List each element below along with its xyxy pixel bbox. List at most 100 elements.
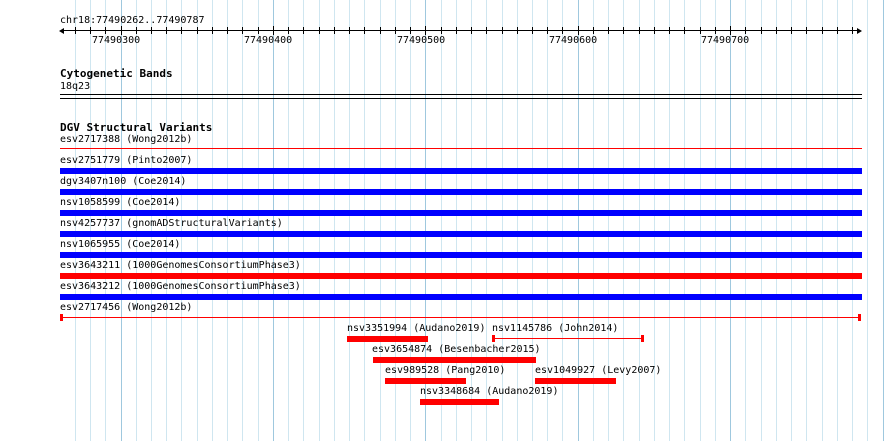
ruler-tick-label: 77490600 [549, 35, 598, 46]
gridline [745, 0, 746, 441]
gridline [75, 0, 76, 441]
gridline [517, 0, 518, 441]
ruler-tick [471, 27, 472, 34]
variant-label[interactable]: dgv3407n100 (Coe2014) [60, 176, 187, 187]
gridline [441, 0, 442, 441]
ruler-tick [745, 27, 746, 34]
variant-bar[interactable] [60, 273, 862, 279]
ruler-tick [639, 27, 640, 34]
gridline [547, 0, 548, 441]
ruler-tick [486, 27, 487, 34]
cytobands-track-title[interactable]: Cytogenetic Bands [60, 67, 173, 80]
ruler-tick [761, 27, 762, 34]
gridline [684, 0, 685, 441]
ruler-tick [410, 27, 411, 34]
ruler-tick [578, 26, 579, 35]
ruler-tick [669, 27, 670, 34]
variant-endcap [492, 335, 495, 342]
ruler-tick [105, 27, 106, 34]
gridline [867, 0, 868, 441]
gridline [227, 0, 228, 441]
ruler-tick [212, 27, 213, 34]
gridline [425, 0, 426, 441]
variant-label[interactable]: esv2751779 (Pinto2007) [60, 155, 193, 166]
variant-label[interactable]: nsv3348684 (Audano2019) [420, 386, 559, 397]
variant-label[interactable]: esv3643212 (1000GenomesConsortiumPhase3) [60, 281, 301, 292]
gridline [273, 0, 274, 441]
ruler-tick [700, 27, 701, 34]
variant-bar[interactable] [535, 378, 616, 384]
variant-label[interactable]: nsv1058599 (Coe2014) [60, 197, 181, 208]
gridline [410, 0, 411, 441]
variant-line[interactable] [61, 317, 860, 318]
variant-line[interactable] [60, 148, 862, 149]
variant-bar[interactable] [385, 378, 466, 384]
variant-bar[interactable] [60, 294, 862, 300]
variant-line[interactable] [493, 338, 643, 339]
ruler-left-arrow-icon[interactable] [59, 28, 64, 34]
ruler-tick [273, 26, 274, 35]
gridline [105, 0, 106, 441]
ruler-tick-label: 77490400 [244, 35, 293, 46]
ruler-tick [242, 27, 243, 34]
ruler-tick [364, 27, 365, 34]
gridline [121, 0, 122, 441]
ruler-tick [319, 27, 320, 34]
ruler-tick [547, 27, 548, 34]
gridline [593, 0, 594, 441]
variant-label[interactable]: nsv1065955 (Coe2014) [60, 239, 181, 250]
gridline [654, 0, 655, 441]
variant-label[interactable]: esv989528 (Pang2010) [385, 365, 506, 376]
gridline [639, 0, 640, 441]
variant-label[interactable]: esv3643211 (1000GenomesConsortiumPhase3) [60, 260, 301, 271]
variant-label[interactable]: esv2717388 (Wong2012b) [60, 134, 193, 145]
gridline [456, 0, 457, 441]
variant-label[interactable]: nsv1145786 (John2014) [492, 323, 619, 334]
ruler-right-arrow-icon[interactable] [857, 28, 862, 34]
variant-bar[interactable] [60, 210, 862, 216]
ruler-tick [121, 26, 122, 35]
variant-bar[interactable] [60, 231, 862, 237]
variant-label[interactable]: nsv3351994 (Audano2019) [347, 323, 486, 334]
ruler-tick [380, 27, 381, 34]
variant-bar[interactable] [373, 357, 536, 363]
ruler-tick [181, 27, 182, 34]
ruler-tick [334, 27, 335, 34]
variant-label[interactable]: nsv4257737 (gnomADStructuralVariants) [60, 218, 283, 229]
gridline [364, 0, 365, 441]
ruler-tick [608, 27, 609, 34]
variant-bar[interactable] [420, 399, 499, 405]
gridline [730, 0, 731, 441]
variant-bar[interactable] [60, 252, 862, 258]
dgv-track-title[interactable]: DGV Structural Variants [60, 121, 213, 134]
gridline [852, 0, 853, 441]
variant-endcap [60, 314, 63, 321]
ruler-tick [258, 27, 259, 34]
gridline [303, 0, 304, 441]
gridline [715, 0, 716, 441]
gridline [90, 0, 91, 441]
variant-bar[interactable] [60, 189, 862, 195]
gridline [822, 0, 823, 441]
ruler-tick [593, 27, 594, 34]
ruler-tick [425, 26, 426, 35]
ruler-tick [197, 27, 198, 34]
variant-label[interactable]: esv3654874 (Besenbacher2015) [372, 344, 541, 355]
gridline [471, 0, 472, 441]
gridline [791, 0, 792, 441]
gridline [883, 0, 884, 441]
gridline [181, 0, 182, 441]
gridline [349, 0, 350, 441]
ruler-tick [456, 27, 457, 34]
gridline [242, 0, 243, 441]
variant-label[interactable]: esv2717456 (Wong2012b) [60, 302, 193, 313]
gridline [288, 0, 289, 441]
variant-bar[interactable] [60, 168, 862, 174]
ruler-tick [349, 27, 350, 34]
variant-label[interactable]: esv1049927 (Levy2007) [535, 365, 662, 376]
gridline [334, 0, 335, 441]
gridline [380, 0, 381, 441]
ruler-tick [623, 27, 624, 34]
variant-bar[interactable] [347, 336, 428, 342]
variant-endcap [641, 335, 644, 342]
